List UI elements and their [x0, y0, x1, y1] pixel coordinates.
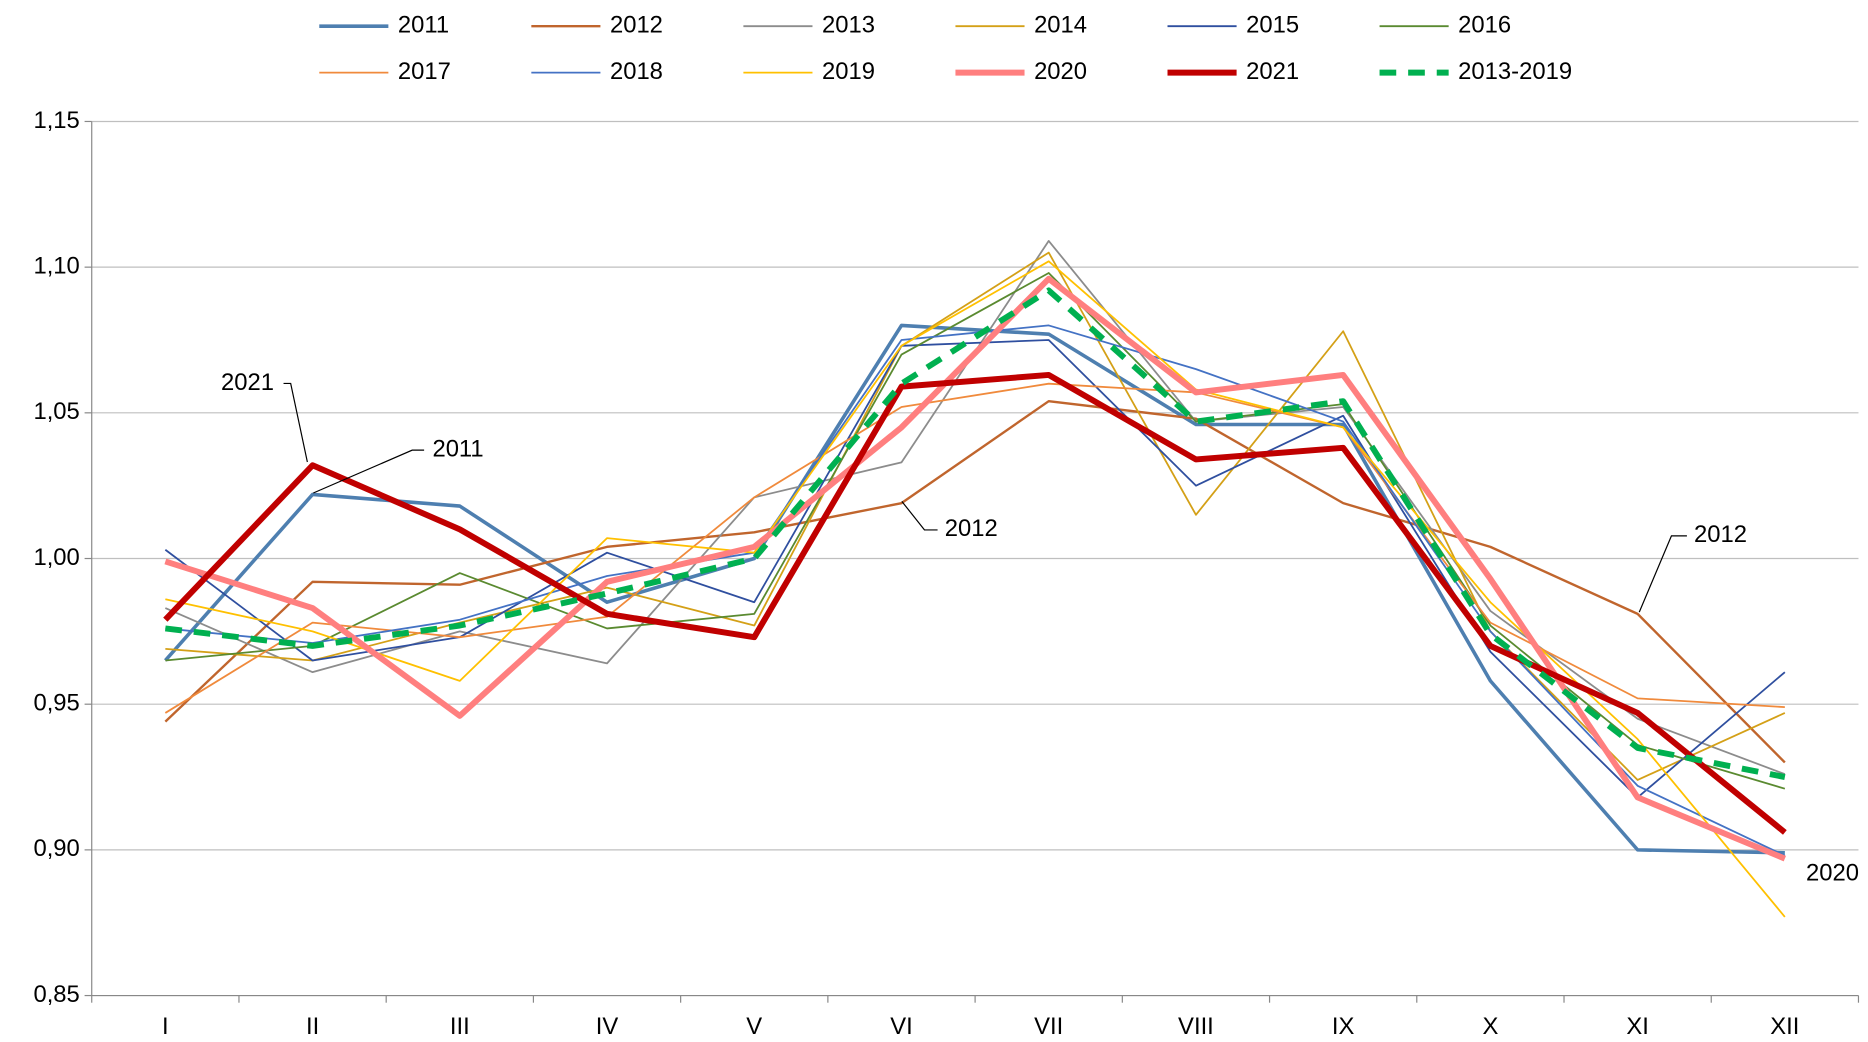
legend-label: 2013	[822, 11, 875, 38]
legend-label: 2019	[822, 58, 875, 85]
annotation-leader	[313, 449, 425, 494]
annotation: 2020	[1806, 859, 1859, 886]
x-tick-label: VII	[1034, 1013, 1063, 1040]
x-tick-label: XI	[1626, 1013, 1649, 1040]
x-tick-label: III	[450, 1013, 470, 1040]
annotation: 2011	[432, 435, 483, 462]
y-tick-label: 1,05	[33, 398, 79, 425]
legend-label: 2015	[1246, 11, 1299, 38]
annotation-leader	[1638, 535, 1687, 613]
legend-label: 2011	[398, 11, 449, 38]
series-line	[165, 272, 1786, 790]
legend-label: 2017	[398, 58, 451, 85]
legend-label: 2016	[1458, 11, 1511, 38]
y-tick-label: 1,10	[33, 252, 79, 279]
series-line	[164, 275, 1787, 862]
legend-label: 2018	[610, 58, 663, 85]
x-tick-label: IX	[1332, 1013, 1355, 1040]
series-line	[164, 382, 1785, 714]
legend-label: 2021	[1246, 58, 1299, 85]
series-line	[164, 399, 1786, 764]
x-tick-label: VIII	[1178, 1013, 1214, 1040]
x-tick-label: II	[306, 1013, 319, 1040]
series-line	[164, 323, 1785, 855]
x-tick-label: VI	[890, 1013, 913, 1040]
series-line	[164, 287, 1786, 780]
x-tick-label: XII	[1770, 1013, 1799, 1040]
annotation-leader	[901, 500, 938, 531]
x-tick-label: V	[746, 1013, 762, 1040]
series-line	[165, 260, 1786, 918]
legend-label: 2020	[1034, 58, 1087, 85]
annotation: 2012	[945, 515, 998, 542]
y-tick-label: 0,85	[33, 981, 79, 1008]
legend-label: 2013-2019	[1458, 58, 1572, 85]
x-tick-label: I	[162, 1013, 169, 1040]
y-tick-label: 1,00	[33, 544, 79, 571]
y-tick-label: 0,90	[33, 835, 79, 862]
legend-label: 2012	[610, 11, 663, 38]
annotation: 2021	[221, 369, 274, 396]
series-line	[164, 339, 1786, 799]
annotation-leader	[283, 382, 308, 463]
legend-label: 2014	[1034, 11, 1087, 38]
annotation: 2012	[1694, 521, 1747, 548]
series-line	[163, 371, 1787, 835]
y-tick-label: 1,15	[33, 107, 79, 134]
x-tick-label: X	[1482, 1013, 1498, 1040]
x-tick-label: IV	[596, 1013, 619, 1040]
series-line	[165, 324, 1786, 857]
y-tick-label: 0,95	[33, 689, 79, 716]
